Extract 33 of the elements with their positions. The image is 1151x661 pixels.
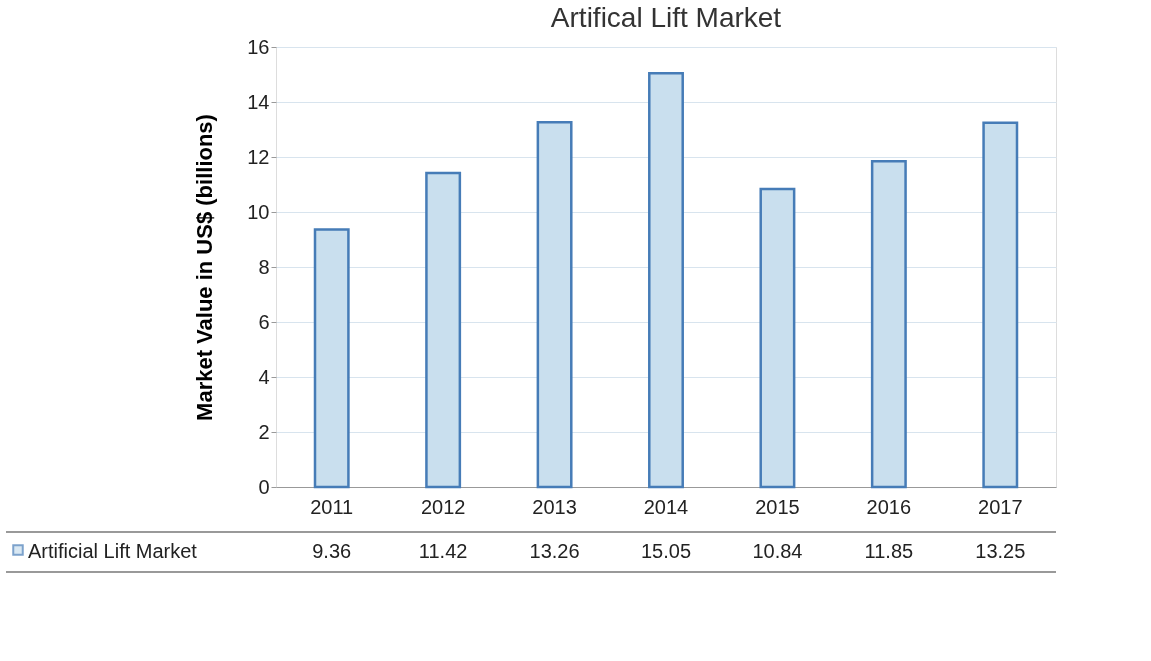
- chart-title: Artifical Lift Market: [550, 2, 782, 33]
- data-label: 15.05: [640, 540, 692, 562]
- data-label: 10.84: [752, 540, 803, 562]
- x-tick-label: 2015: [755, 495, 800, 518]
- x-tick-label: 2017: [978, 495, 1023, 518]
- y-tick-label: 4: [258, 365, 270, 388]
- bar: [648, 71, 684, 489]
- data-label: 13.26: [529, 540, 580, 562]
- y-tick-label: 0: [258, 475, 270, 498]
- y-tick-label: 16: [247, 35, 270, 58]
- y-axis-title: Market Value in US$ (billions): [192, 114, 218, 421]
- legend-label: Artificial Lift Market: [28, 540, 198, 562]
- bar: [536, 121, 573, 489]
- bar: [313, 228, 350, 489]
- y-tick-label: 2: [258, 420, 270, 443]
- x-tick-label: 2011: [310, 495, 354, 518]
- y-tick-label: 6: [258, 310, 270, 333]
- bar: [425, 171, 462, 489]
- x-tick-label: 2014: [643, 495, 689, 518]
- y-tick-label: 14: [247, 90, 270, 113]
- y-tick-label: 12: [247, 145, 270, 168]
- x-tick-label: 2012: [420, 495, 466, 518]
- x-tick-label: 2016: [866, 495, 912, 518]
- data-label: 11.42: [418, 540, 468, 562]
- y-tick-label: 10: [247, 200, 270, 223]
- bar: [982, 121, 1019, 489]
- data-label: 13.25: [975, 540, 1026, 562]
- data-label: 11.85: [864, 540, 914, 562]
- y-tick-label: 8: [258, 255, 270, 278]
- x-tick-label: 2013: [532, 495, 577, 518]
- bar: [759, 187, 796, 489]
- data-label: 9.36: [312, 540, 352, 562]
- bar: [870, 159, 907, 489]
